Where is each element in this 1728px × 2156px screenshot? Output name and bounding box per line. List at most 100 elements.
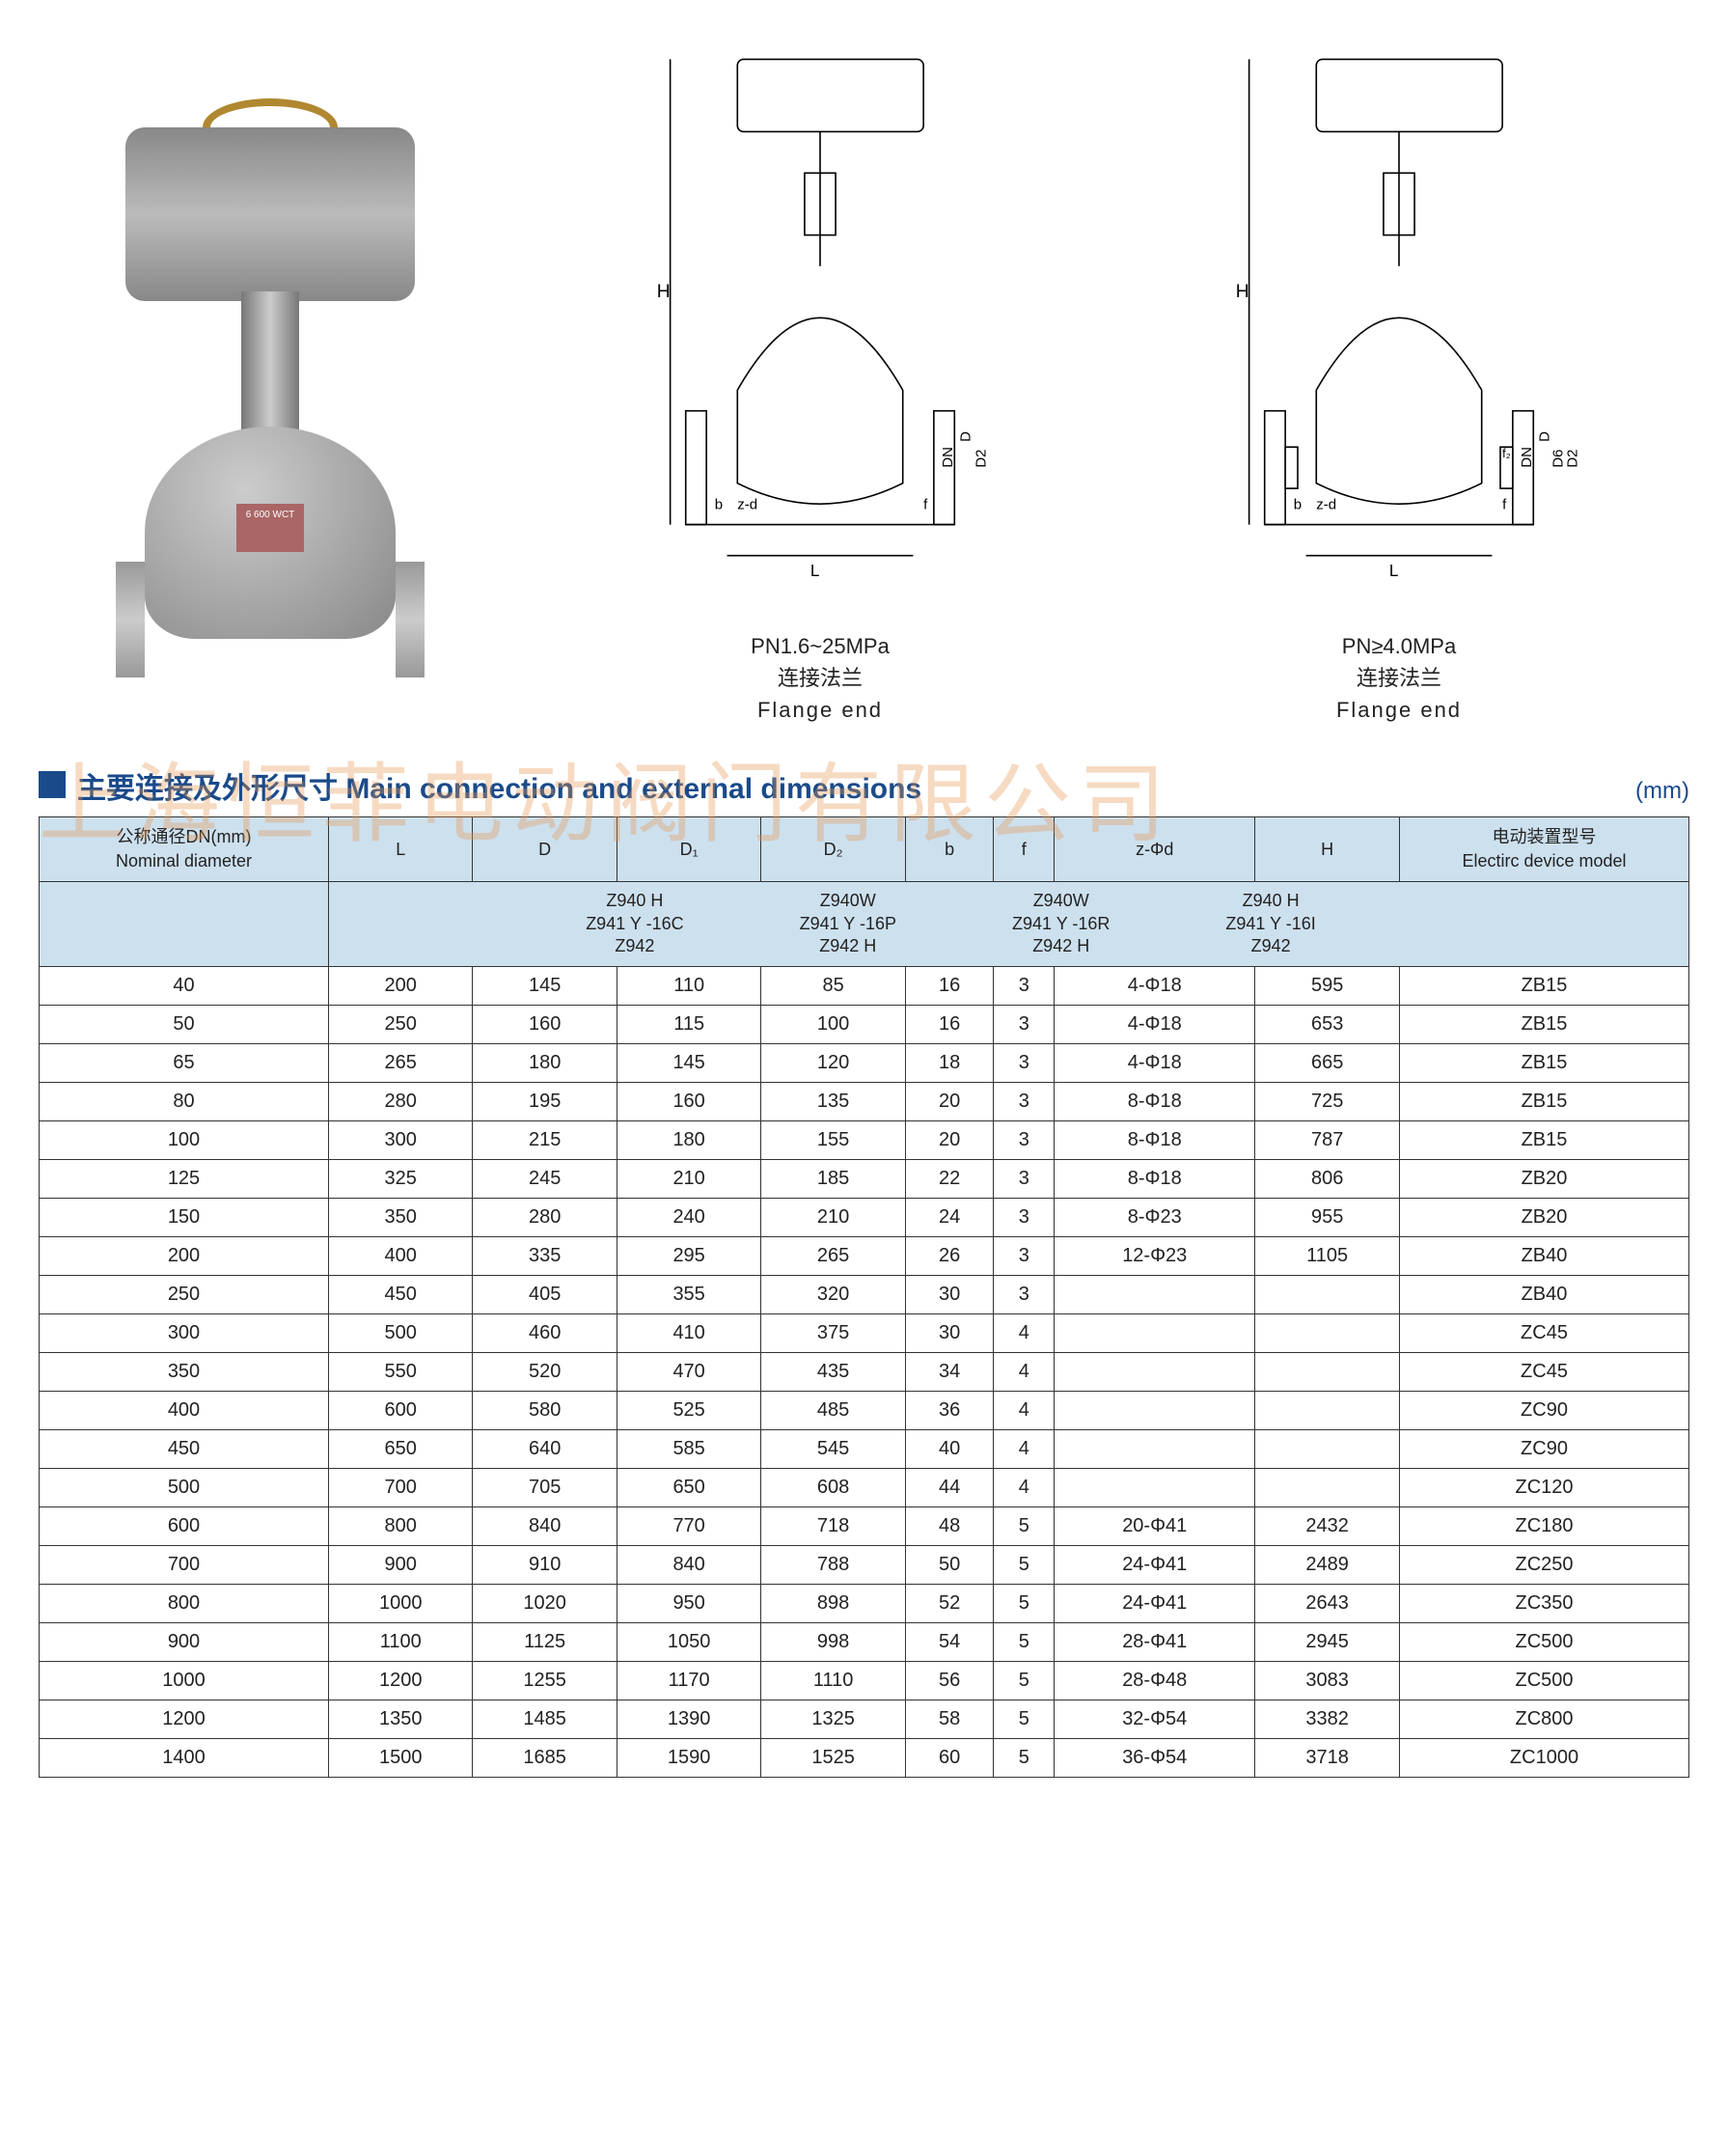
cell-H: 725 — [1255, 1082, 1400, 1120]
diagram-1-caption: PN1.6~25MPa 连接法兰 Flange end — [560, 630, 1081, 726]
cell-dn: 500 — [40, 1468, 329, 1506]
cell-zd: 32-Φ54 — [1055, 1700, 1255, 1738]
cell-D: 705 — [473, 1468, 617, 1506]
cell-f: 4 — [994, 1391, 1055, 1429]
cell-D2: 608 — [761, 1468, 905, 1506]
cell-D: 280 — [473, 1198, 617, 1236]
table-row: 350550520470435344ZC45 — [40, 1352, 1689, 1391]
cell-zd: 8-Φ23 — [1055, 1198, 1255, 1236]
cell-H: 595 — [1255, 966, 1400, 1005]
cell-H: 2432 — [1255, 1506, 1400, 1545]
cell-b: 16 — [905, 1005, 994, 1043]
table-row: 1003002151801552038-Φ18787ZB15 — [40, 1120, 1689, 1159]
cell-D2: 100 — [761, 1005, 905, 1043]
cell-L: 650 — [329, 1429, 473, 1468]
cell-D: 640 — [473, 1429, 617, 1468]
cell-L: 1000 — [329, 1584, 473, 1622]
table-row: 70090091084078850524-Φ412489ZC250 — [40, 1545, 1689, 1584]
cell-zd: 24-Φ41 — [1055, 1584, 1255, 1622]
diagram-1-cn: 连接法兰 — [560, 662, 1081, 694]
cell-D2: 898 — [761, 1584, 905, 1622]
cell-L: 600 — [329, 1391, 473, 1429]
table-row: 652651801451201834-Φ18665ZB15 — [40, 1043, 1689, 1082]
diagram-1-pn: PN1.6~25MPa — [560, 630, 1081, 662]
table-body: Z940 H Z941 Y -16C Z942Z940W Z941 Y -16P… — [40, 882, 1689, 1777]
diagram-2-cn: 连接法兰 — [1138, 662, 1659, 694]
cell-D1: 210 — [617, 1159, 760, 1198]
cell-L: 550 — [329, 1352, 473, 1391]
cell-D: 405 — [473, 1275, 617, 1313]
cell-D: 840 — [473, 1506, 617, 1545]
cell-dn: 250 — [40, 1275, 329, 1313]
cell-model: ZC350 — [1400, 1584, 1689, 1622]
cell-f: 3 — [994, 1236, 1055, 1275]
cell-b: 54 — [905, 1622, 994, 1661]
cell-model: ZB15 — [1400, 1120, 1689, 1159]
cell-D1: 950 — [617, 1584, 760, 1622]
cell-f: 3 — [994, 966, 1055, 1005]
cell-model: ZC1000 — [1400, 1738, 1689, 1777]
cell-H — [1255, 1468, 1400, 1506]
cell-D2: 210 — [761, 1198, 905, 1236]
cell-H: 1105 — [1255, 1236, 1400, 1275]
cell-f: 4 — [994, 1352, 1055, 1391]
cell-zd — [1055, 1468, 1255, 1506]
cell-zd: 28-Φ41 — [1055, 1622, 1255, 1661]
cell-D2: 545 — [761, 1429, 905, 1468]
cell-L: 1100 — [329, 1622, 473, 1661]
cell-model: ZB40 — [1400, 1275, 1689, 1313]
cell-f: 5 — [994, 1738, 1055, 1777]
cell-dn: 900 — [40, 1622, 329, 1661]
cell-L: 900 — [329, 1545, 473, 1584]
cell-f: 4 — [994, 1313, 1055, 1352]
cell-D1: 650 — [617, 1468, 760, 1506]
cell-f: 5 — [994, 1506, 1055, 1545]
cell-D1: 525 — [617, 1391, 760, 1429]
cell-f: 4 — [994, 1429, 1055, 1468]
cell-D: 1485 — [473, 1700, 617, 1738]
cell-b: 20 — [905, 1082, 994, 1120]
cell-D1: 115 — [617, 1005, 760, 1043]
table-row: 1503502802402102438-Φ23955ZB20 — [40, 1198, 1689, 1236]
cell-D2: 85 — [761, 966, 905, 1005]
cell-f: 3 — [994, 1043, 1055, 1082]
cell-zd: 4-Φ18 — [1055, 966, 1255, 1005]
table-row: 400600580525485364ZC90 — [40, 1391, 1689, 1429]
svg-text:z-d: z-d — [1316, 497, 1336, 513]
cell-L: 250 — [329, 1005, 473, 1043]
cell-dn: 450 — [40, 1429, 329, 1468]
col-head-zd: z-Φd — [1055, 817, 1255, 882]
cell-D2: 718 — [761, 1506, 905, 1545]
section-title: 主要连接及外形尺寸 Main connection and external d… — [77, 764, 1624, 807]
table-row: 450650640585545404ZC90 — [40, 1429, 1689, 1468]
cell-D: 245 — [473, 1159, 617, 1198]
cell-L: 350 — [329, 1198, 473, 1236]
col-head-D: D — [473, 817, 617, 882]
svg-text:D: D — [1536, 431, 1552, 442]
cell-zd — [1055, 1313, 1255, 1352]
col-head-b: b — [905, 817, 994, 882]
cell-f: 5 — [994, 1584, 1055, 1622]
col-head-f: f — [994, 817, 1055, 882]
cell-D1: 770 — [617, 1506, 760, 1545]
cell-model: ZC45 — [1400, 1313, 1689, 1352]
diagram-2-en: Flange end — [1138, 694, 1659, 726]
cell-f: 5 — [994, 1700, 1055, 1738]
cell-H — [1255, 1275, 1400, 1313]
cell-D2: 435 — [761, 1352, 905, 1391]
cell-D1: 180 — [617, 1120, 760, 1159]
cell-b: 30 — [905, 1313, 994, 1352]
table-row: 802801951601352038-Φ18725ZB15 — [40, 1082, 1689, 1120]
diagram-2-caption: PN≥4.0MPa 连接法兰 Flange end — [1138, 630, 1659, 726]
diagram-2-pn: PN≥4.0MPa — [1138, 630, 1659, 662]
svg-text:z-d: z-d — [737, 497, 757, 513]
cell-H — [1255, 1352, 1400, 1391]
cell-zd — [1055, 1429, 1255, 1468]
cell-L: 500 — [329, 1313, 473, 1352]
cell-D1: 410 — [617, 1313, 760, 1352]
cell-L: 1350 — [329, 1700, 473, 1738]
cell-D1: 355 — [617, 1275, 760, 1313]
cell-b: 40 — [905, 1429, 994, 1468]
cell-L: 800 — [329, 1506, 473, 1545]
cell-model: ZB20 — [1400, 1159, 1689, 1198]
